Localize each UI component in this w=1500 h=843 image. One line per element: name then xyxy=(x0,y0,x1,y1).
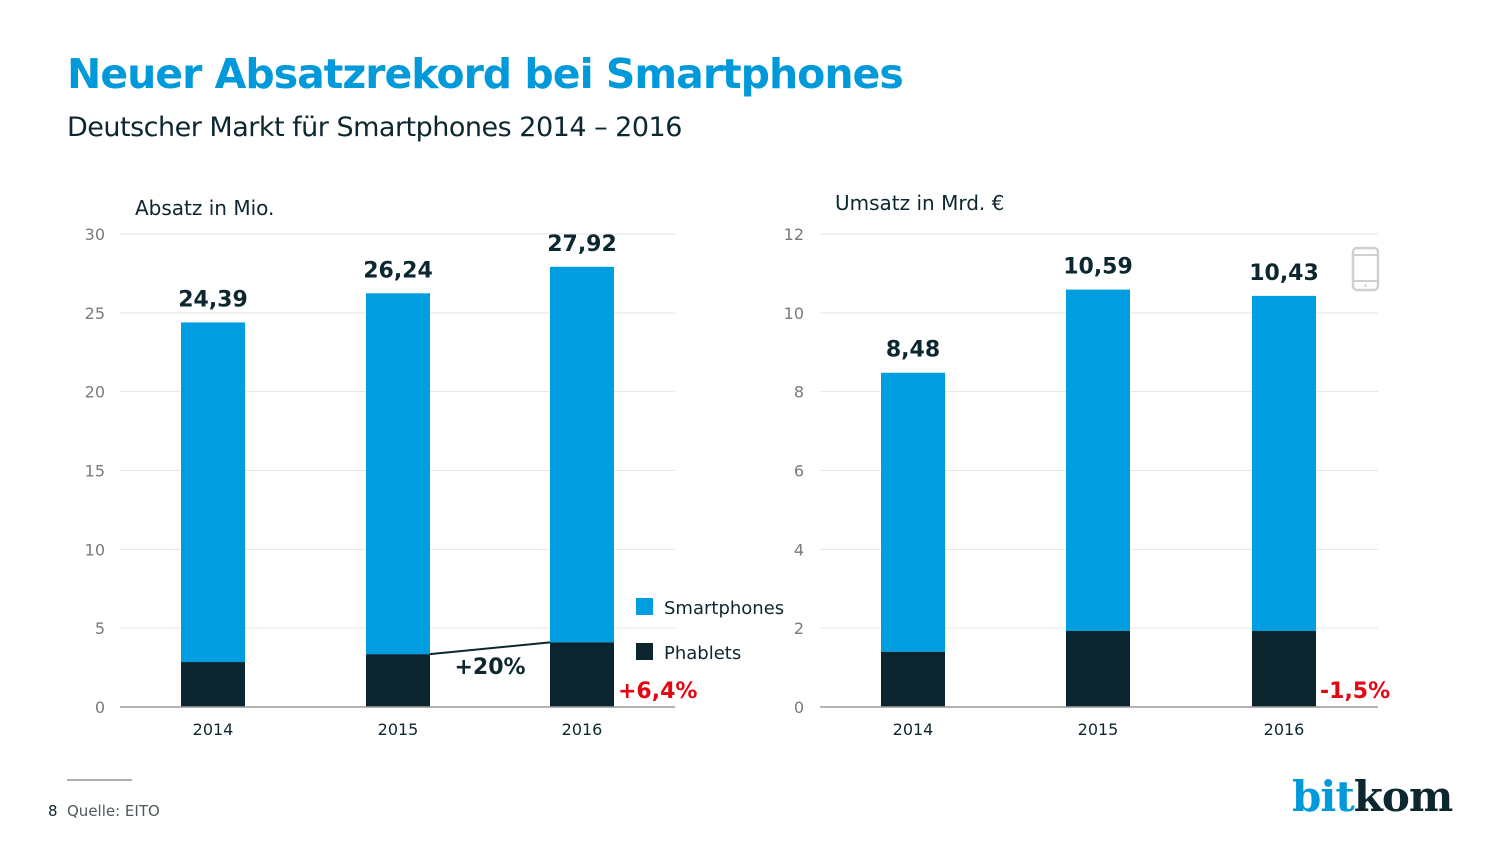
y-tick-label: 2 xyxy=(794,619,804,638)
bar-phablets-2016 xyxy=(550,642,614,707)
x-tick-label: 2015 xyxy=(1078,720,1119,739)
x-tick-label: 2015 xyxy=(378,720,419,739)
bar-smartphones-2016 xyxy=(550,266,614,643)
legend-swatch-phablets xyxy=(636,643,653,660)
total-label-2014: 24,39 xyxy=(178,287,248,312)
source-note: Quelle: EITO xyxy=(67,802,160,820)
y-tick-label: 12 xyxy=(784,225,804,244)
logo-part-kom: kom xyxy=(1353,772,1454,821)
total-label-2015: 26,24 xyxy=(363,258,433,283)
legend-swatch-smartphones xyxy=(636,598,653,615)
y-tick-label: 10 xyxy=(85,540,105,559)
bar-phablets-2014 xyxy=(881,651,945,707)
y-tick-label: 4 xyxy=(794,540,804,559)
x-tick-label: 2014 xyxy=(193,720,234,739)
chart-1-title: Umsatz in Mrd. € xyxy=(835,191,1004,215)
phablet-growth-label: +20% xyxy=(454,655,525,680)
y-tick-label: 25 xyxy=(85,304,105,323)
y-tick-label: 20 xyxy=(85,383,105,402)
y-tick-label: 8 xyxy=(794,383,804,402)
page-subtitle: Deutscher Markt für Smartphones 2014 – 2… xyxy=(67,112,682,143)
total-growth-label: +6,4% xyxy=(618,679,697,704)
total-growth-label: -1,5% xyxy=(1320,679,1390,704)
phablet-growth-line xyxy=(429,641,551,656)
bar-smartphones-2016 xyxy=(1252,295,1316,631)
page-title: Neuer Absatzrekord bei Smartphones xyxy=(67,50,904,98)
logo-part-bit: bit xyxy=(1292,772,1355,821)
total-label-2016: 10,43 xyxy=(1249,261,1319,286)
y-tick-label: 0 xyxy=(95,698,105,717)
chart-0-title: Absatz in Mio. xyxy=(135,196,274,220)
bar-smartphones-2014 xyxy=(181,322,245,663)
smartphone-icon xyxy=(1351,246,1380,292)
page-number: 8 xyxy=(48,802,58,820)
legend-label-phablets: Phablets xyxy=(664,643,741,664)
bar-smartphones-2015 xyxy=(366,293,430,655)
smartphone-icon-button xyxy=(1364,284,1367,287)
bar-smartphones-2014 xyxy=(881,372,945,652)
total-label-2016: 27,92 xyxy=(547,232,617,257)
x-tick-label: 2016 xyxy=(1264,720,1305,739)
x-tick-label: 2014 xyxy=(893,720,934,739)
y-tick-label: 30 xyxy=(85,225,105,244)
total-label-2014: 8,48 xyxy=(886,338,940,363)
bar-phablets-2016 xyxy=(1252,630,1316,707)
y-tick-label: 10 xyxy=(784,304,804,323)
y-tick-label: 15 xyxy=(85,462,105,481)
bar-phablets-2014 xyxy=(181,662,245,707)
y-tick-label: 6 xyxy=(794,462,804,481)
x-tick-label: 2016 xyxy=(562,720,603,739)
y-tick-label: 0 xyxy=(794,698,804,717)
y-tick-label: 5 xyxy=(95,619,105,638)
footer-divider xyxy=(67,779,132,781)
bar-phablets-2015 xyxy=(366,654,430,707)
total-label-2015: 10,59 xyxy=(1063,255,1133,280)
bar-phablets-2015 xyxy=(1066,630,1130,707)
legend-label-smartphones: Smartphones xyxy=(664,598,784,619)
bitkom-logo: bitkom xyxy=(1292,772,1454,821)
bar-smartphones-2015 xyxy=(1066,289,1130,631)
